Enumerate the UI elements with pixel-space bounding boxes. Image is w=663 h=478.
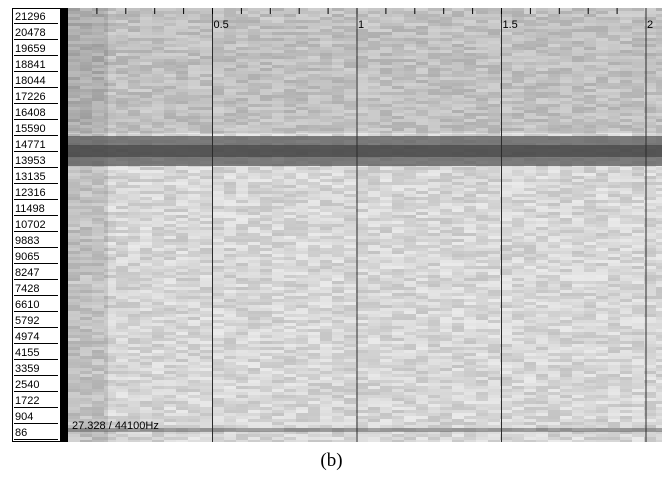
frequency-label: 10702 <box>14 218 58 232</box>
frequency-label: 3359 <box>14 362 58 376</box>
time-tick-label: 1 <box>358 19 365 31</box>
frequency-label: 18841 <box>14 58 58 72</box>
frequency-label: 2540 <box>14 378 58 392</box>
time-ruler: 0.5 1 1.5 2 <box>68 8 662 36</box>
frequency-label: 904 <box>14 410 58 424</box>
frequency-label: 13135 <box>14 170 58 184</box>
frequency-label: 8247 <box>14 266 58 280</box>
frequency-label: 13953 <box>14 154 58 168</box>
frequency-label: 21296 <box>14 10 58 24</box>
frequency-label: 16408 <box>14 106 58 120</box>
frequency-label: 19659 <box>14 42 58 56</box>
frequency-label: 18044 <box>14 74 58 88</box>
spectrogram-canvas <box>68 8 662 442</box>
frequency-label: 7428 <box>14 282 58 296</box>
frequency-axis: 21296 20478 19659 18841 18044 17226 16408 15590… <box>12 8 60 442</box>
figure-caption: (b) <box>320 450 343 471</box>
frequency-axis-bar <box>60 8 68 442</box>
frequency-label: 5792 <box>14 314 58 328</box>
sample-rate-label: 27.328 / 44100Hz <box>72 420 159 432</box>
frequency-label: 11498 <box>14 202 58 216</box>
frequency-label: 20478 <box>14 26 58 40</box>
frequency-label: 12316 <box>14 186 58 200</box>
frequency-label: 4155 <box>14 346 58 360</box>
frequency-label: 17226 <box>14 90 58 104</box>
frequency-label: 9883 <box>14 234 58 248</box>
time-tick-label: 2 <box>647 19 654 31</box>
frequency-label: 15590 <box>14 122 58 136</box>
frequency-label: 86 <box>14 426 58 440</box>
time-tick-label: 0.5 <box>213 19 229 31</box>
frequency-label: 4974 <box>14 330 58 344</box>
frequency-label: 1722 <box>14 394 58 408</box>
time-tick-label: 1.5 <box>502 19 518 31</box>
frequency-label: 6610 <box>14 298 58 312</box>
spectrogram-plot[interactable] <box>68 8 662 442</box>
frequency-label: 9065 <box>14 250 58 264</box>
frequency-label: 14771 <box>14 138 58 152</box>
